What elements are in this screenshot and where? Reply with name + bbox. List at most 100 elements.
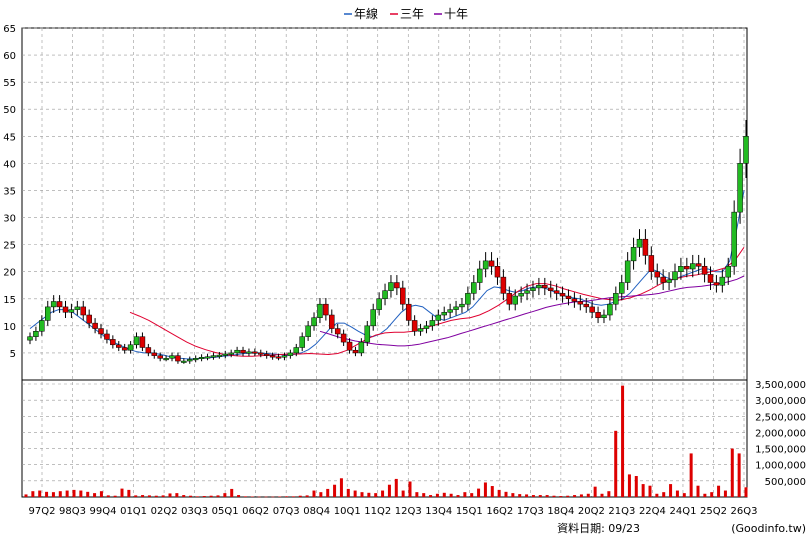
volume-y-tick-label: 500,000 [765,477,806,488]
volume-bar [477,488,481,497]
volume-bar [271,496,275,498]
x-tick-label: 12Q3 [395,506,422,517]
candle-up [429,320,436,327]
ma-line-3yr [129,247,745,357]
price-y-tick-label: 30 [3,214,16,225]
x-tick-label: 21Q3 [608,506,635,517]
candle-down [56,301,63,308]
candle-down [400,287,406,305]
candle-up [133,336,140,346]
price-y-tick-label: 55 [3,78,16,89]
volume-bar [237,495,241,497]
volume-bar [552,495,556,497]
volume-bar [381,490,385,497]
volume-bar [45,491,49,497]
candle-down [648,255,655,272]
candle-up [453,306,459,310]
candle-up [299,336,305,348]
volume-bar [86,491,90,497]
candle-up [127,344,134,351]
volume-bar [531,495,535,497]
price-y-tick-label: 65 [3,24,16,35]
candle-up [435,314,442,321]
price-y-tick-label: 20 [3,268,16,279]
candle-up [518,293,524,297]
candle-up [27,336,33,341]
volume-bar [689,453,693,497]
volume-bar [442,492,446,497]
candle-down [707,274,714,283]
candle-up [417,328,424,332]
volume-bar [230,488,234,497]
volume-bar [518,494,522,497]
volume-bar [422,493,426,497]
price-y-tick-label: 10 [3,322,16,333]
volume-bar [593,486,597,497]
candle-up [719,276,726,286]
candle-down [240,349,246,354]
candle-down [80,306,87,316]
volume-bar [278,496,282,498]
volume-panel: 500,000 1,000,000 1,500,000 2,000,000 2,500,… [21,379,806,498]
volume-bar [305,495,309,497]
candle-up [198,357,205,360]
volume-bar [737,453,741,497]
candle-down [713,282,720,286]
candle-down [695,263,702,267]
candle-down [565,295,572,300]
price-y-tick-label: 15 [3,295,16,306]
volume-bar [401,490,405,497]
candle-down [116,344,122,348]
candle-up [607,303,613,316]
volume-bar [675,490,679,497]
candle-down [595,312,601,318]
volume-bar [127,489,131,497]
candle-up [524,290,530,294]
volume-y-tick-label: 3,500,000 [755,380,806,391]
candle-up [536,284,542,289]
candle-up [68,309,75,313]
candle-up [630,247,637,262]
volume-bar [641,484,645,497]
volume-bar [559,496,563,497]
volume-bar [72,489,76,497]
volume-bar [511,493,515,497]
candle-down [275,356,282,359]
ma-line-10yr [319,275,745,347]
candle-up [169,355,175,359]
candle-down [263,353,270,356]
candle-down [684,266,690,270]
volume-bar [161,495,165,497]
volume-bar [202,496,206,497]
candle-up [737,163,743,213]
volume-bar [24,494,28,497]
volume-y-tick-label: 2,000,000 [755,428,806,439]
volume-bar [483,482,487,497]
candle-down [269,355,276,358]
price-y-tick-label: 25 [3,241,16,252]
volume-bar [415,492,419,497]
price-gridlines [22,27,747,497]
candle-up [358,341,365,354]
price-y-tick-label: 50 [3,105,16,116]
volume-bar [655,493,659,497]
candle-up [210,355,217,358]
candle-up [731,211,737,267]
candle-up [512,295,518,305]
volume-bar [326,488,330,497]
volume-bar [147,495,151,497]
candle-down [175,355,181,362]
volume-bar [291,496,295,497]
candle-down [145,347,152,354]
volume-y-tick-label: 3,000,000 [755,396,806,407]
volume-bar [175,493,179,497]
candle-up [636,238,643,248]
x-tick-label: 98Q3 [59,506,86,517]
volume-bar [449,493,453,497]
volume-bar [285,496,289,497]
volume-bar [360,492,364,497]
volume-bars [24,385,748,498]
candle-up [311,317,317,327]
candle-down [494,266,501,278]
